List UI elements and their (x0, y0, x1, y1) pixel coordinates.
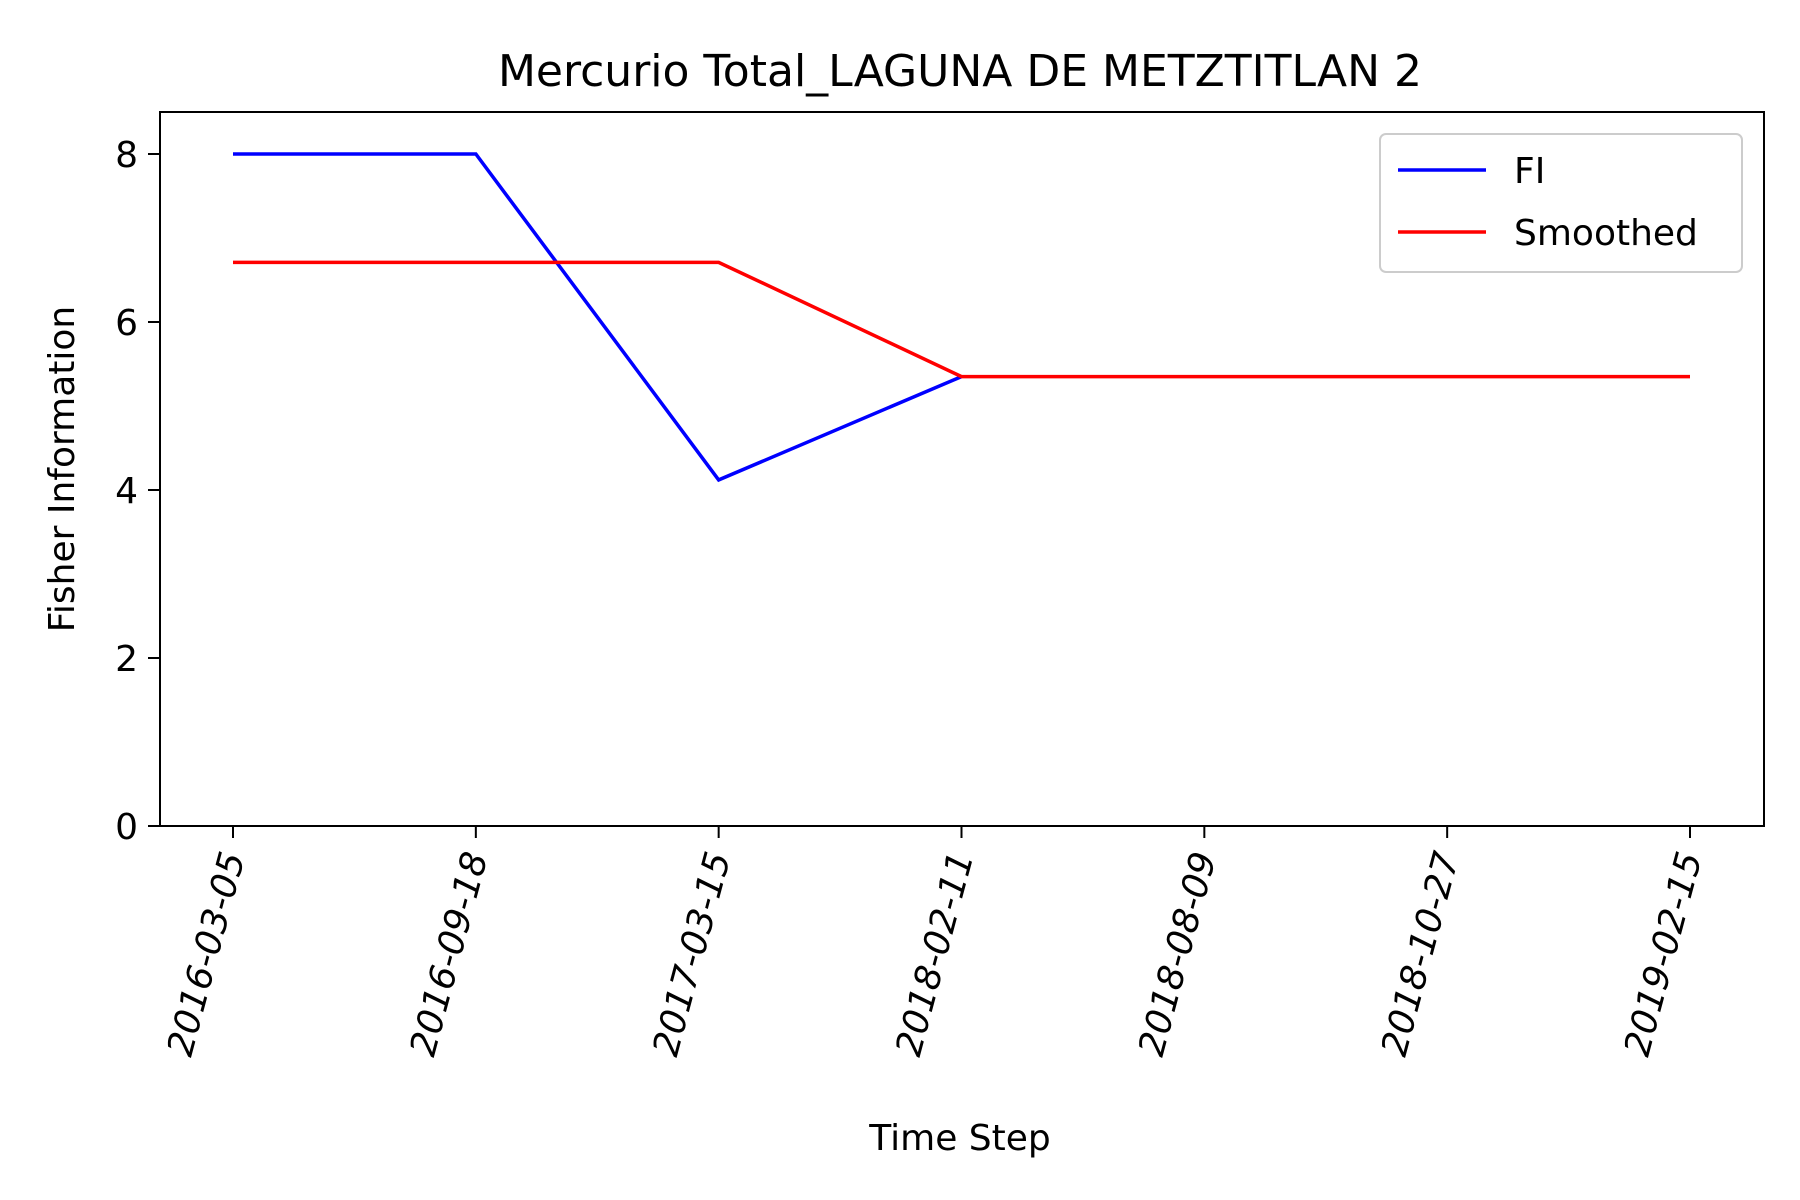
x-tick-label: 2017-03-15 (646, 848, 740, 1061)
y-axis-label: Fisher Information (42, 306, 83, 632)
y-axis: 0 2 4 6 8 (115, 135, 160, 848)
x-axis: 2016-03-05 2016-09-18 2017-03-15 2018-02-11… (160, 826, 1711, 1060)
series-layer (233, 152, 1690, 483)
x-tick-label: 2018-08-09 (1131, 848, 1225, 1061)
y-tick-label: 4 (115, 471, 138, 512)
y-tick-label: 8 (115, 135, 138, 176)
chart-title: Mercurio Total_LAGUNA DE METZTITLAN 2 (498, 46, 1422, 97)
y-tick-label: 6 (115, 303, 138, 344)
legend-label: Smoothed (1514, 213, 1698, 254)
series-line-smoothed (233, 260, 1690, 379)
x-tick-label: 2018-02-11 (888, 848, 982, 1061)
x-tick-label: 2018-10-27 (1374, 848, 1468, 1061)
x-tick-label: 2019-02-15 (1617, 848, 1711, 1061)
legend-label: FI (1514, 151, 1545, 192)
y-tick-label: 0 (115, 807, 138, 848)
legend: FI Smoothed (1379, 133, 1743, 273)
x-axis-label: Time Step (868, 1118, 1051, 1159)
y-tick-label: 2 (115, 639, 138, 680)
x-tick-label: 2016-03-05 (160, 848, 254, 1061)
series-line-fi (233, 152, 963, 483)
x-tick-label: 2016-09-18 (403, 848, 497, 1061)
